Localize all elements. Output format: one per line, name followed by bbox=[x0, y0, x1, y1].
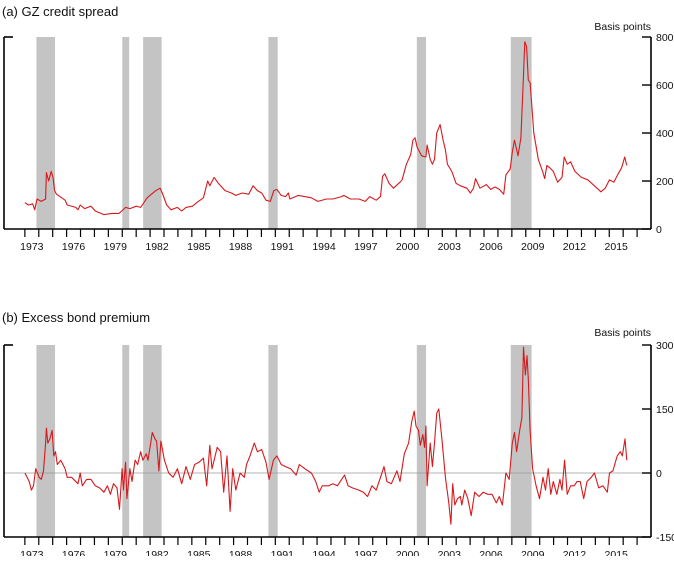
x-tick-label: 2012 bbox=[563, 549, 587, 556]
recession-band bbox=[143, 345, 162, 537]
x-tick-label: 1994 bbox=[312, 549, 336, 556]
x-tick-label: 1982 bbox=[145, 241, 169, 253]
x-tick-label: 1991 bbox=[271, 549, 295, 556]
x-tick-label: 1985 bbox=[187, 549, 211, 556]
panel-b-unit-label: Basis points bbox=[594, 327, 651, 339]
recession-band bbox=[36, 37, 56, 229]
y-tick-label: 150 bbox=[656, 404, 674, 416]
recession-band bbox=[416, 37, 427, 229]
x-tick-label: 2000 bbox=[396, 241, 420, 253]
recession-band bbox=[143, 37, 162, 229]
x-tick-label: 2006 bbox=[479, 241, 503, 253]
y-tick-label: 400 bbox=[656, 128, 674, 140]
x-tick-label: 1997 bbox=[354, 241, 378, 253]
recession-band bbox=[122, 37, 130, 229]
x-tick-label: 1973 bbox=[20, 241, 44, 253]
panel-a-unit-label: Basis points bbox=[594, 21, 651, 33]
x-tick-label: 1976 bbox=[62, 549, 86, 556]
series-line bbox=[24, 346, 628, 525]
panel-b-title: (b) Excess bond premium bbox=[2, 310, 150, 325]
x-tick-label: 1994 bbox=[312, 241, 336, 253]
x-tick-label: 1985 bbox=[187, 241, 211, 253]
x-tick-label: 1979 bbox=[104, 241, 128, 253]
y-tick-label: -150 bbox=[656, 532, 674, 544]
y-tick-label: 600 bbox=[656, 80, 674, 92]
x-tick-label: 1988 bbox=[229, 549, 253, 556]
y-tick-label: 0 bbox=[656, 224, 662, 236]
x-tick-label: 2009 bbox=[521, 241, 545, 253]
x-tick-label: 1973 bbox=[20, 549, 44, 556]
x-tick-label: 1988 bbox=[229, 241, 253, 253]
x-tick-label: 1991 bbox=[271, 241, 295, 253]
x-tick-label: 2009 bbox=[521, 549, 545, 556]
y-tick-label: 800 bbox=[656, 32, 674, 44]
x-tick-label: 2000 bbox=[396, 549, 420, 556]
x-tick-label: 2003 bbox=[438, 241, 462, 253]
y-tick-label: 200 bbox=[656, 176, 674, 188]
panel-a-plot: 0 200 400 600 800 1973 1976 1979 1982 1985 1988 199… bbox=[3, 32, 674, 253]
x-tick-label: 1976 bbox=[62, 241, 86, 253]
recession-band bbox=[268, 37, 278, 229]
x-tick-label: 1997 bbox=[354, 549, 378, 556]
recession-band bbox=[510, 345, 532, 537]
y-tick-label: 300 bbox=[656, 340, 674, 352]
x-tick-label: 1979 bbox=[104, 549, 128, 556]
y-tick-label: 0 bbox=[656, 468, 662, 480]
x-tick-label: 2015 bbox=[605, 241, 629, 253]
x-tick-label: 2012 bbox=[563, 241, 587, 253]
x-tick-label: 1982 bbox=[145, 549, 169, 556]
recession-band bbox=[122, 345, 130, 537]
series-line bbox=[24, 41, 628, 216]
x-tick-label: 2003 bbox=[438, 549, 462, 556]
panel-a-title: (a) GZ credit spread bbox=[2, 4, 118, 19]
x-tick-label: 2015 bbox=[605, 549, 629, 556]
panel-b-plot: -150 0 150 300 1973 1976 1979 1982 1985 1988 1991 1… bbox=[3, 340, 674, 561]
x-tick-label: 2006 bbox=[479, 549, 503, 556]
recession-band bbox=[268, 345, 278, 537]
